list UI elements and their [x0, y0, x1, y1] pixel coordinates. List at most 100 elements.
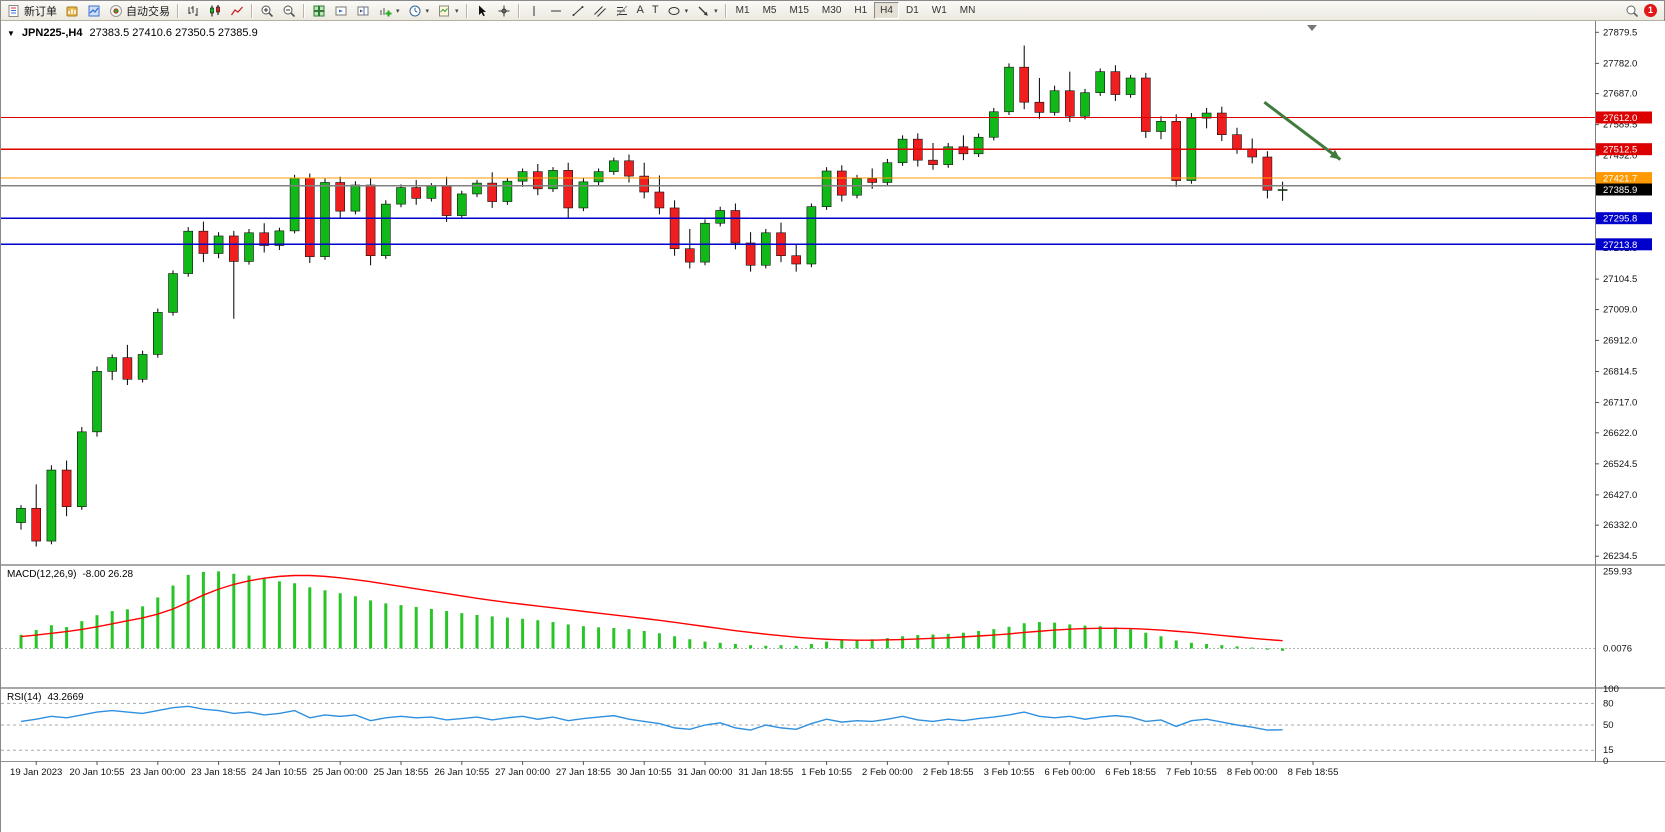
price-badge: [1596, 238, 1652, 251]
rsi-value: 43.2669: [47, 692, 84, 703]
fibonacci-icon: [616, 5, 627, 16]
shapes-icon: [668, 6, 680, 15]
chart-canvas[interactable]: 27879.527782.027687.027589.527492.027395…: [1, 21, 1665, 832]
time-axis-label: 31 Jan 00:00: [678, 767, 733, 778]
timeframe-mn-button[interactable]: MN: [954, 2, 982, 19]
rsi-tick-label: 0: [1603, 756, 1608, 767]
time-axis-label: 30 Jan 10:55: [617, 767, 672, 778]
bearish-candle: [867, 178, 878, 183]
toolbar-signals-button[interactable]: [83, 2, 105, 19]
chart-title: ▼ JPN225-,H4 27383.5 27410.6 27350.5 273…: [7, 27, 258, 39]
trend-arrow-head[interactable]: [1329, 149, 1341, 160]
fibonacci-tool-button[interactable]: [611, 2, 633, 19]
time-axis-label: 24 Jan 10:55: [252, 767, 307, 778]
price-tick-label: 26524.5: [1603, 459, 1637, 470]
horizontal-line-tool-button[interactable]: [545, 2, 567, 19]
bullish-candle: [456, 193, 467, 216]
line-chart-mode-button[interactable]: [226, 2, 248, 19]
label-tool-icon: T: [651, 4, 659, 16]
macd-tick-label: 0.0076: [1603, 643, 1632, 654]
bullish-candle: [137, 354, 148, 380]
notification-badge[interactable]: 1: [1644, 4, 1657, 17]
bearish-candle: [684, 248, 695, 263]
text-tool-button[interactable]: A: [633, 2, 648, 19]
timeframe-d1-button[interactable]: D1: [900, 2, 925, 19]
bearish-candle: [335, 182, 346, 212]
timeframe-m1-button[interactable]: M1: [730, 2, 756, 19]
candlestick-mode-button[interactable]: [204, 2, 226, 19]
toolbar-right-group: 1: [1625, 4, 1662, 18]
vertical-line-tool-button[interactable]: [523, 2, 545, 19]
timeframe-m15-button[interactable]: M15: [783, 2, 814, 19]
trend-arrow[interactable]: [1263, 101, 1342, 161]
templates-button[interactable]: ▾: [433, 2, 463, 19]
bullish-candle: [852, 178, 862, 196]
chart-shift-button[interactable]: [352, 2, 374, 19]
bullish-candle: [1156, 121, 1166, 132]
collapse-indicators-icon[interactable]: ▼: [7, 28, 15, 38]
price-tick-label: 27589.5: [1603, 120, 1637, 131]
zoom-out-button[interactable]: [278, 2, 300, 19]
time-axis-label: 8 Feb 00:00: [1227, 767, 1278, 778]
search-icon[interactable]: [1625, 4, 1639, 18]
chevron-down-icon: ▾: [396, 7, 400, 15]
periods-button[interactable]: ▾: [404, 2, 434, 19]
tile-windows-icon: [313, 5, 325, 16]
tile-windows-button[interactable]: [308, 2, 330, 19]
bullish-candle: [472, 182, 482, 195]
candlestick-chart-icon: [210, 4, 220, 16]
time-axis-label: 3 Feb 10:55: [984, 767, 1035, 778]
chart-shift-marker[interactable]: [1307, 25, 1317, 31]
bearish-candle: [1247, 148, 1257, 158]
arrows-tool-button[interactable]: ▾: [692, 2, 722, 19]
price-badge-text: 27385.9: [1603, 185, 1637, 196]
toolbar-market-button[interactable]: [61, 2, 83, 19]
time-axis[interactable]: 19 Jan 2023 20 Jan 10:55 23 Jan 00:00 23 Ja…: [10, 761, 1338, 778]
pane-splitter[interactable]: [1, 687, 1665, 689]
bar-chart-mode-button[interactable]: [182, 2, 204, 19]
price-tick-label: 27492.0: [1603, 151, 1637, 162]
main-toolbar: 新订单 自动交易: [1, 1, 1664, 21]
timeframe-w1-button[interactable]: W1: [926, 2, 953, 19]
time-axis-label: 6 Feb 18:55: [1105, 767, 1156, 778]
pane-splitter[interactable]: [1, 564, 1665, 566]
bearish-candle: [836, 170, 847, 196]
label-tool-button[interactable]: T: [648, 2, 663, 19]
market-icon: [66, 6, 78, 16]
price-tick-label: 26427.0: [1603, 490, 1637, 501]
bullish-candle: [760, 232, 771, 266]
ohlc-values: 27383.5 27410.6 27350.5 27385.9: [89, 27, 258, 39]
bearish-candle: [1171, 121, 1181, 181]
toolbar-separator: [251, 3, 253, 18]
trendline-tool-button[interactable]: [567, 2, 589, 19]
channel-tool-button[interactable]: [589, 2, 611, 19]
bullish-candle: [700, 222, 710, 263]
macd-indicator-label: MACD(12,26,9) -8.00 26.28: [7, 569, 133, 580]
bullish-candle: [502, 180, 513, 202]
price-badge: [1596, 111, 1652, 124]
time-axis-label: 23 Jan 00:00: [130, 767, 185, 778]
price-badge: [1596, 143, 1652, 156]
auto-scroll-button[interactable]: [330, 2, 352, 19]
new-order-button[interactable]: 新订单: [3, 2, 61, 19]
crosshair-tool-button[interactable]: [493, 2, 515, 19]
chevron-down-icon: ▾: [425, 7, 430, 15]
auto-trading-button[interactable]: 自动交易: [105, 2, 174, 19]
add-indicator-button[interactable]: ▾: [374, 2, 404, 19]
rsi-name: RSI(14): [7, 692, 42, 703]
price-tick-label: 27687.0: [1603, 89, 1637, 100]
bullish-candle: [882, 162, 893, 183]
zoom-in-button[interactable]: [256, 2, 278, 19]
timeframe-m5-button[interactable]: M5: [757, 2, 783, 19]
price-axis[interactable]: 27879.527782.027687.027589.527492.027395…: [1595, 21, 1652, 767]
timeframe-h1-button[interactable]: H1: [848, 2, 873, 19]
auto-scroll-icon: [335, 6, 347, 15]
timeframe-h4-button[interactable]: H4: [874, 2, 899, 19]
shapes-tool-button[interactable]: ▾: [663, 2, 693, 19]
time-axis-label: 8 Feb 18:55: [1288, 767, 1339, 778]
candlesticks: [16, 45, 1288, 547]
cursor-tool-button[interactable]: [471, 2, 493, 19]
timeframe-m30-button[interactable]: M30: [816, 2, 847, 19]
chevron-down-icon: ▾: [455, 7, 459, 15]
bullish-candle: [107, 357, 117, 372]
